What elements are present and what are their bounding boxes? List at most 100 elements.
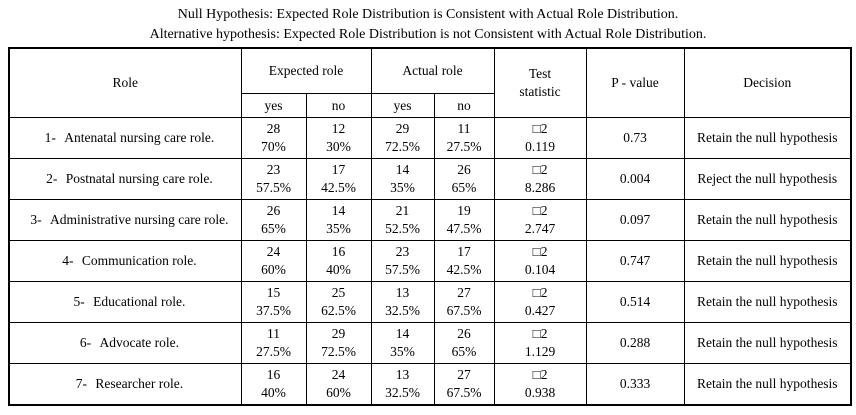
expected-yes-cell: 23 57.5% [240,158,307,200]
test-statistic-value: 0.104 [524,262,556,277]
actual-no-cell: 11 27.5% [433,117,495,159]
role-name: Antenatal nursing care role. [64,130,215,145]
decision-cell: Retain the null hypothesis [683,240,852,282]
expected-yes-percent: 40% [261,385,286,400]
actual-no-percent: 67.5% [446,385,482,400]
actual-yes-cell: 13 32.5% [370,363,435,406]
role-name: Researcher role. [95,376,184,391]
expected-yes-cell: 16 40% [240,363,307,406]
expected-yes-cell: 26 65% [240,199,307,241]
chi-square-symbol: □2 [532,162,548,177]
role-name: Postnatal nursing care role. [65,171,213,186]
expected-yes-cell: 15 37.5% [240,281,307,323]
actual-no-percent: 65% [451,344,477,359]
role-cell: 4- Communication role. [8,240,242,282]
column-group-actual-role: Actual role [370,47,495,94]
actual-no-percent: 65% [451,180,477,195]
actual-yes-cell: 14 35% [370,158,435,200]
actual-yes-percent: 52.5% [385,221,420,236]
test-statistic-value: 0.427 [524,303,556,318]
expected-no-percent: 30% [326,139,351,154]
p-value-cell: 0.097 [585,199,685,241]
p-value-cell: 0.004 [585,158,685,200]
expected-no-count: 24 [331,367,346,382]
actual-yes-cell: 29 72.5% [370,117,435,159]
role-name: Communication role. [81,253,197,268]
decision-cell: Retain the null hypothesis [683,363,852,406]
actual-no-cell: 17 42.5% [433,240,495,282]
expected-yes-count: 15 [266,285,281,300]
actual-yes-count: 14 [395,326,410,341]
null-hypothesis-text: Null Hypothesis: Expected Role Distribut… [177,7,679,22]
test-statistic-value: 0.119 [525,139,555,154]
actual-no-percent: 67.5% [446,303,482,318]
p-value-cell: 0.514 [585,281,685,323]
actual-yes-percent: 72.5% [385,139,420,154]
expected-yes-count: 23 [266,162,281,177]
expected-yes-percent: 70% [261,139,286,154]
expected-no-count: 16 [331,244,346,259]
expected-yes-cell: 28 70% [240,117,307,159]
role-name: Administrative nursing care role. [50,212,229,227]
actual-no-count: 26 [457,162,471,177]
column-header-actual-no: no [433,93,495,118]
expected-no-cell: 16 40% [305,240,372,282]
actual-yes-count: 21 [395,203,410,218]
p-value-cell: 0.747 [585,240,685,282]
expected-no-cell: 24 60% [305,363,372,406]
table-row-antenatal: 1- Antenatal nursing care role. 28 70% 12… [8,117,852,159]
test-statistic-value: 0.938 [524,385,556,400]
table-row-researcher: 7- Researcher role. 16 40% 24 60% 13 32.5… [8,363,852,406]
chi-square-symbol: □2 [532,121,548,136]
chi-square-symbol: □2 [532,326,548,341]
expected-no-percent: 40% [326,262,351,277]
test-statistic-header-line1: Test [528,66,552,81]
actual-no-count: 19 [457,203,471,218]
role-cell: 3- Administrative nursing care role. [8,199,242,241]
expected-no-percent: 62.5% [321,303,356,318]
decision-cell: Retain the null hypothesis [683,199,852,241]
row-number: 1- [44,130,56,145]
actual-no-percent: 42.5% [446,262,482,277]
actual-yes-count: 13 [395,367,410,382]
actual-no-percent: 47.5% [446,221,482,236]
table-row-postnatal: 2- Postnatal nursing care role. 23 57.5% … [8,158,852,200]
table-row-advocate: 6- Advocate role. 11 27.5% 29 72.5% 14 35… [8,322,852,364]
actual-yes-cell: 13 32.5% [370,281,435,323]
actual-yes-percent: 35% [390,180,415,195]
expected-no-cell: 14 35% [305,199,372,241]
actual-no-cell: 27 67.5% [433,363,495,406]
expected-no-count: 12 [331,121,346,136]
expected-no-percent: 60% [326,385,351,400]
chi-square-symbol: □2 [532,203,548,218]
alternative-hypothesis-text: Alternative hypothesis: Expected Role Di… [149,27,707,42]
role-cell: 1- Antenatal nursing care role. [8,117,242,159]
column-header-role: Role [8,47,242,118]
row-number: 5- [73,294,85,309]
column-header-expected-yes: yes [240,93,307,118]
actual-yes-percent: 57.5% [385,262,420,277]
chi-square-results-table: Role Expected role Actual role Test stat… [8,47,853,406]
expected-yes-cell: 11 27.5% [240,322,307,364]
expected-no-percent: 42.5% [321,180,356,195]
actual-no-cell: 26 65% [433,158,495,200]
actual-yes-percent: 32.5% [385,385,420,400]
role-cell: 7- Researcher role. [8,363,242,406]
decision-cell: Reject the null hypothesis [683,158,852,200]
expected-yes-count: 26 [266,203,281,218]
actual-no-cell: 19 47.5% [433,199,495,241]
expected-yes-count: 28 [266,121,281,136]
actual-no-cell: 27 67.5% [433,281,495,323]
expected-no-count: 25 [331,285,346,300]
actual-yes-percent: 32.5% [385,303,420,318]
column-header-test-statistic: Test statistic [493,47,587,118]
decision-cell: Retain the null hypothesis [683,281,852,323]
actual-yes-count: 13 [395,285,410,300]
row-number: 6- [79,335,92,350]
role-name: Advocate role. [99,335,179,350]
p-value-cell: 0.333 [585,363,685,406]
expected-yes-count: 11 [267,326,280,341]
actual-yes-count: 29 [395,121,410,136]
expected-yes-percent: 37.5% [256,303,291,318]
